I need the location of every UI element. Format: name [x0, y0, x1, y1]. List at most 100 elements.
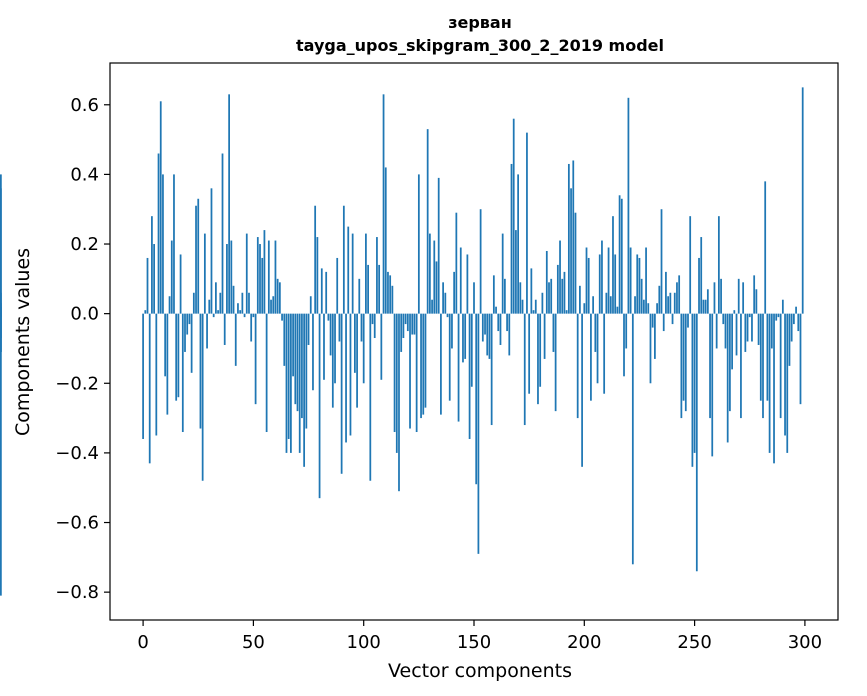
bar [389, 275, 392, 314]
bar [731, 313, 733, 370]
bar [170, 240, 173, 314]
x-tick-label: 200 [567, 632, 601, 653]
bar [735, 313, 738, 356]
bar [234, 313, 237, 366]
bar [356, 313, 358, 408]
bar [550, 278, 553, 314]
bar [351, 233, 354, 314]
bar [228, 94, 230, 314]
x-tick-label: 0 [137, 632, 148, 653]
bar [186, 313, 189, 335]
bar [797, 313, 800, 332]
bar [636, 254, 639, 314]
bar [740, 313, 742, 419]
bar [314, 205, 317, 314]
bar [755, 289, 758, 314]
bar [230, 240, 233, 314]
bar [146, 257, 149, 314]
bar [609, 296, 612, 314]
bar [605, 292, 608, 314]
bar [567, 163, 570, 314]
bar [435, 261, 438, 314]
bar [592, 296, 594, 314]
bar [667, 296, 670, 314]
bar [210, 188, 213, 314]
bar [181, 313, 184, 433]
bar [640, 278, 643, 314]
bar [770, 313, 773, 349]
bar [651, 313, 654, 328]
bar [208, 299, 211, 314]
bar [757, 313, 760, 345]
bar [252, 313, 255, 318]
bar [492, 275, 495, 314]
bar [790, 313, 793, 342]
bar [281, 313, 283, 321]
bar [744, 313, 747, 352]
bar [164, 313, 167, 377]
bar [565, 310, 568, 314]
bar [720, 278, 722, 314]
bar [148, 313, 151, 464]
bar [475, 313, 478, 485]
bar [466, 254, 469, 314]
bar [278, 282, 281, 314]
bar [371, 313, 374, 325]
bar [263, 230, 266, 314]
bar [746, 313, 749, 342]
bar [717, 216, 720, 314]
bar [473, 282, 475, 314]
bar [537, 313, 539, 405]
bar [702, 299, 705, 314]
bar [682, 313, 685, 401]
bar [276, 278, 279, 314]
bar [201, 313, 204, 481]
bar [0, 313, 2, 596]
bar [336, 257, 339, 314]
bar [715, 313, 718, 349]
bar [433, 240, 436, 314]
bar [490, 313, 493, 426]
bar [534, 299, 537, 314]
bar [270, 299, 272, 314]
bar [285, 313, 288, 453]
bar [195, 205, 197, 314]
y-tick-label: 0.6 [70, 95, 99, 116]
bar [303, 313, 306, 467]
bar [331, 313, 334, 408]
bar [561, 278, 564, 314]
x-tick-label: 50 [242, 632, 265, 653]
bar [248, 292, 250, 314]
y-tick-label: −0.2 [55, 373, 99, 394]
bar [318, 313, 321, 499]
bar [759, 313, 762, 401]
bar [261, 257, 264, 314]
bar [453, 271, 456, 314]
bar [583, 303, 586, 314]
bar [442, 282, 444, 314]
bar [631, 313, 634, 565]
bar [656, 303, 658, 314]
bar [766, 313, 769, 401]
bar [323, 313, 325, 380]
bar [541, 292, 544, 314]
bar [554, 313, 557, 412]
bar [406, 313, 409, 332]
bar [669, 292, 672, 314]
bar [197, 198, 200, 314]
bar [431, 299, 433, 314]
bar [468, 313, 471, 439]
bar [773, 313, 775, 464]
bar [671, 313, 674, 325]
bar [501, 233, 504, 314]
bar [387, 271, 389, 314]
bar [799, 313, 802, 405]
bar [563, 271, 566, 314]
bar [241, 292, 244, 314]
bar [748, 313, 751, 318]
bar [217, 310, 219, 314]
bar [462, 313, 464, 363]
bar [585, 247, 588, 314]
bar [517, 174, 519, 314]
